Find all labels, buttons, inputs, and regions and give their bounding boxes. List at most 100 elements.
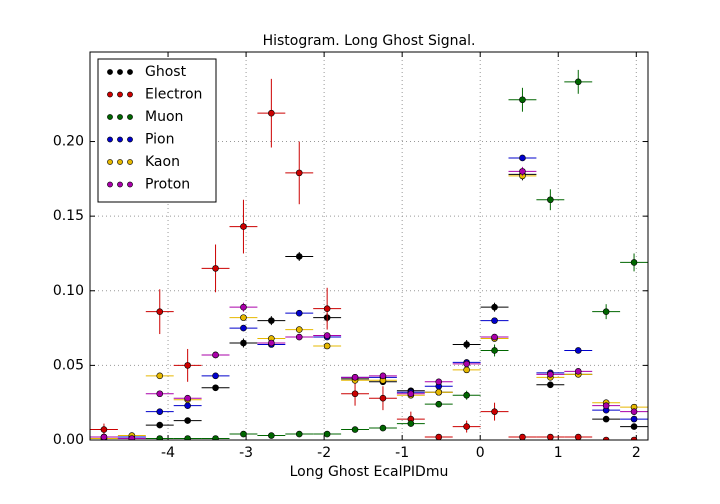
data-point <box>184 435 191 440</box>
legend-label: Pion <box>145 132 174 148</box>
data-point <box>268 109 275 117</box>
data-point <box>463 341 470 348</box>
legend-marker <box>117 159 123 165</box>
data-point <box>156 390 164 398</box>
legend-marker <box>107 181 113 188</box>
data-point <box>240 430 247 438</box>
legend-marker <box>107 114 113 120</box>
data-point <box>212 384 219 392</box>
data-point <box>323 342 331 350</box>
data-point <box>602 402 610 409</box>
y-tick-label: 0.20 <box>53 134 84 150</box>
data-point <box>212 435 219 440</box>
legend-marker <box>127 114 133 120</box>
data-point <box>519 433 526 440</box>
data-point <box>435 378 443 386</box>
legend-marker <box>127 69 133 75</box>
x-tick-label: -3 <box>239 445 253 461</box>
data-point <box>156 421 164 429</box>
data-point <box>547 196 554 204</box>
data-point <box>184 417 191 424</box>
data-point <box>212 372 219 380</box>
data-point <box>602 415 610 423</box>
data-point <box>212 265 219 272</box>
legend-marker <box>107 159 113 165</box>
data-point <box>156 408 164 415</box>
data-point <box>295 326 303 333</box>
x-axis-label: Long Ghost EcalPIDmu <box>290 464 449 480</box>
data-point <box>574 368 582 375</box>
legend-marker <box>117 69 123 75</box>
data-point <box>240 324 247 332</box>
data-point <box>574 347 582 354</box>
data-point <box>240 314 247 321</box>
data-point <box>323 305 331 312</box>
data-point <box>435 433 443 440</box>
data-point <box>463 360 470 368</box>
data-point <box>184 394 191 402</box>
data-point <box>519 96 526 104</box>
x-tick-label: 2 <box>632 445 641 461</box>
data-point <box>240 223 247 230</box>
legend-marker <box>107 136 113 143</box>
x-tick-label: 0 <box>476 445 485 461</box>
legend-marker <box>127 91 133 98</box>
data-point <box>630 408 638 415</box>
data-point <box>351 374 359 381</box>
data-point <box>268 317 275 324</box>
data-point <box>463 366 470 374</box>
data-point <box>295 253 303 260</box>
data-point <box>463 391 470 399</box>
legend-frame <box>97 58 217 203</box>
data-point <box>547 433 554 440</box>
legend-label: Electron <box>145 87 202 103</box>
legend-marker <box>107 69 113 75</box>
data-point <box>491 333 498 341</box>
data-point <box>519 168 526 175</box>
data-point <box>435 388 443 396</box>
data-point <box>407 390 415 398</box>
data-point <box>128 435 136 440</box>
legend-marker <box>127 181 133 188</box>
x-tick-label: -2 <box>317 445 331 461</box>
data-point <box>630 436 638 440</box>
data-point <box>323 332 331 339</box>
legend-marker <box>117 91 123 98</box>
data-point <box>379 394 387 402</box>
data-point <box>491 317 498 324</box>
data-point <box>212 351 219 359</box>
legend-label: Ghost <box>145 64 187 80</box>
data-point <box>295 333 303 341</box>
data-point <box>630 259 638 266</box>
data-point <box>295 309 303 317</box>
y-tick-label: 0.00 <box>53 432 84 448</box>
legend-marker <box>127 159 133 165</box>
data-point <box>323 430 331 438</box>
legend-marker <box>107 91 113 98</box>
series <box>90 166 648 440</box>
series <box>90 69 648 440</box>
data-point <box>491 347 498 354</box>
data-point <box>435 400 443 408</box>
data-point <box>547 381 554 389</box>
data-point <box>351 390 359 398</box>
y-tick-label: 0.15 <box>53 208 84 224</box>
data-point <box>379 372 387 380</box>
legend-marker <box>127 136 133 143</box>
data-point <box>184 402 191 409</box>
data-point <box>268 339 275 347</box>
data-point <box>463 423 470 430</box>
data-point <box>407 420 415 427</box>
data-point <box>100 426 108 433</box>
data-point <box>100 433 108 440</box>
legend-label: Proton <box>145 177 190 193</box>
data-point <box>574 433 582 440</box>
data-point <box>295 430 303 438</box>
legend-marker <box>117 136 123 143</box>
chart-title: Histogram. Long Ghost Signal. <box>263 33 476 49</box>
legend-label: Muon <box>145 109 183 125</box>
data-point <box>240 303 247 311</box>
data-point <box>268 432 275 439</box>
